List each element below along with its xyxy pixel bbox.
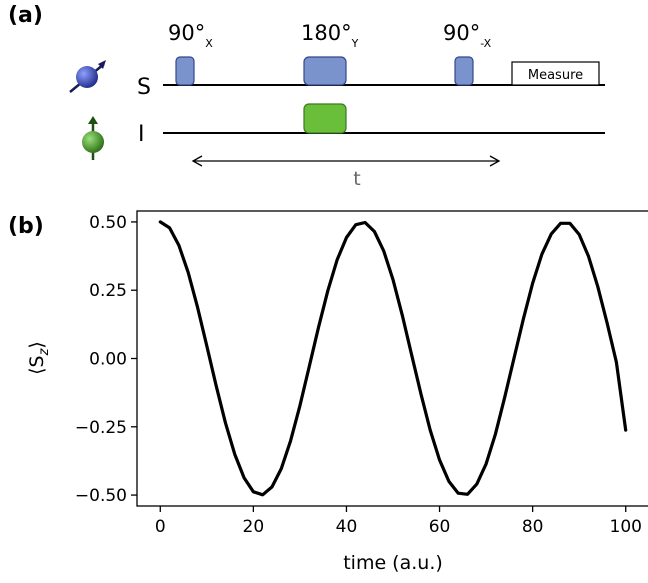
sz-curve [158,220,628,497]
x-tick-label: 40 [336,517,358,537]
x-tick-label: 20 [243,517,265,537]
channel-s-label: S [137,75,151,100]
panel-b: (b) 0.500.250.00−0.25−0.50 0 20 40 60 80 100 … [8,210,648,574]
spin-i-icon [82,116,104,160]
x-axis: 0 20 40 60 80 100 [155,506,642,537]
panel-a: (a) S I 90°X 180°Y 90 [8,3,605,190]
pulse-180y [303,56,347,86]
y-axis: 0.50 0.25 0.00 −0.25 −0.50 [75,213,137,506]
y-axis-title: ⟨Sz⟩ [26,341,52,375]
pulse-90minusx [454,56,474,86]
y-tick-label: 0.25 [89,281,127,301]
duration-arrow [191,155,501,167]
x-tick-label: 100 [610,517,642,537]
x-tick-label: 60 [429,517,451,537]
plot-frame [136,210,648,507]
measure-box [511,61,600,86]
spin-s-icon [69,60,106,93]
x-axis-title: time (a.u.) [343,552,443,574]
measure-label: Measure [528,68,583,83]
y-tick-label: −0.25 [75,418,127,438]
y-tick-label: 0.00 [89,350,127,370]
pulse-90x-label: 90°X [168,21,213,50]
y-tick-label: 0.50 [89,213,127,233]
y-tick-label: −0.50 [75,486,127,506]
pulse-180y-label: 180°Y [301,21,359,50]
pulse-90x [175,56,195,86]
pulse-90minusx-label: 90°-X [443,21,492,50]
channel-i-label: I [138,122,145,147]
x-tick-label: 80 [522,517,544,537]
x-tick-label: 0 [155,517,166,537]
panel-b-label: (b) [8,214,44,239]
panel-a-label: (a) [8,3,43,28]
duration-label: t [353,168,360,190]
pulse-i [303,103,347,134]
